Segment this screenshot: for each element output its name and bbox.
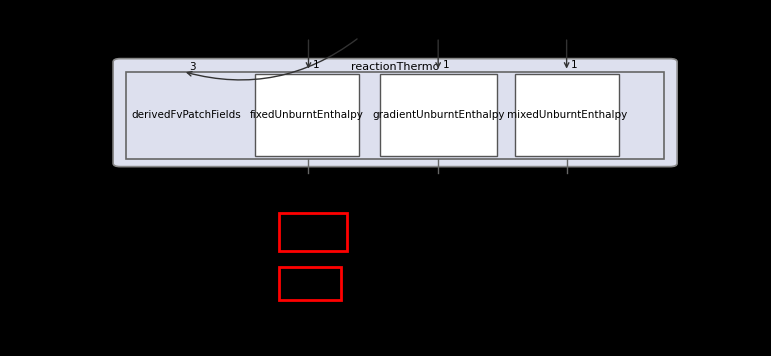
Bar: [278, 213, 347, 251]
Text: gradientUnburntEnthalpy: gradientUnburntEnthalpy: [372, 110, 505, 120]
Text: 1: 1: [313, 60, 319, 70]
Text: fixedUnburntEnthalpy: fixedUnburntEnthalpy: [250, 110, 364, 120]
FancyBboxPatch shape: [126, 72, 664, 159]
FancyBboxPatch shape: [113, 59, 677, 167]
Text: mixedUnburntEnthalpy: mixedUnburntEnthalpy: [507, 110, 627, 120]
Text: 1: 1: [571, 60, 577, 70]
Bar: [278, 267, 342, 300]
FancyBboxPatch shape: [514, 74, 619, 157]
Text: 1: 1: [443, 60, 449, 70]
Text: reactionThermo: reactionThermo: [351, 62, 439, 72]
Text: derivedFvPatchFields: derivedFvPatchFields: [131, 110, 241, 120]
FancyBboxPatch shape: [380, 74, 497, 157]
FancyBboxPatch shape: [254, 74, 359, 157]
Text: 3: 3: [189, 62, 196, 72]
